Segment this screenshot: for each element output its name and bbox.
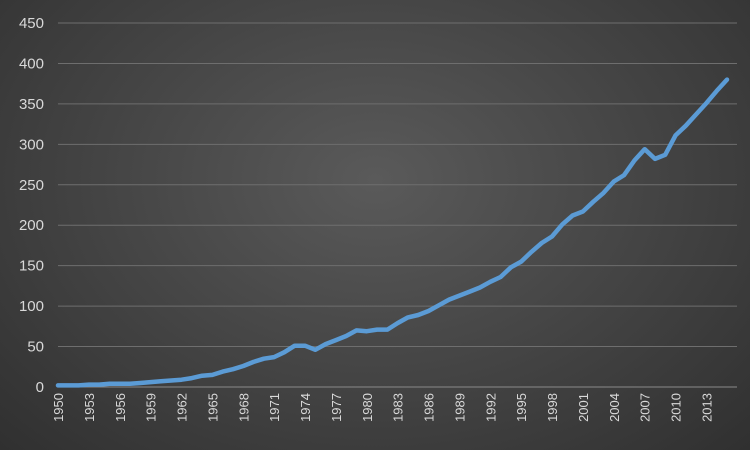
x-tick-label: 1968 — [236, 393, 251, 422]
x-tick-label: 1989 — [452, 393, 467, 422]
y-tick-label: 300 — [19, 136, 44, 153]
x-tick-label: 1956 — [113, 393, 128, 422]
series-group — [55, 77, 730, 388]
x-tick-label: 1992 — [483, 393, 498, 422]
x-tick-label: 1977 — [329, 393, 344, 422]
gridlines — [58, 22, 737, 388]
x-tick-label: 2010 — [669, 393, 684, 422]
y-axis-tick-labels: 0 50 100 150 200 250 300 350 400 450 — [19, 15, 44, 396]
y-tick-label: 350 — [19, 96, 44, 113]
x-tick-label: 1986 — [422, 393, 437, 422]
x-tick-label: 1953 — [82, 393, 97, 422]
y-tick-label: 400 — [19, 55, 44, 72]
y-tick-label: 200 — [19, 217, 44, 234]
x-tick-label: 2004 — [607, 393, 622, 422]
x-tick-label: 2007 — [638, 393, 653, 422]
x-tick-label: 1995 — [514, 393, 529, 422]
y-tick-label: 250 — [19, 177, 44, 194]
series-line — [55, 77, 730, 388]
x-tick-label: 1959 — [144, 393, 159, 422]
x-tick-label: 1983 — [391, 393, 406, 422]
x-tick-label: 1965 — [205, 393, 220, 422]
x-tick-label: 1998 — [545, 393, 560, 422]
y-tick-label: 100 — [19, 298, 44, 315]
x-tick-label: 1950 — [51, 393, 66, 422]
x-tick-label: 1974 — [298, 393, 313, 422]
x-tick-label: 1971 — [267, 393, 282, 422]
y-tick-label: 0 — [36, 379, 44, 396]
x-tick-label: 1980 — [360, 393, 375, 422]
y-tick-label: 150 — [19, 258, 44, 275]
y-tick-label: 450 — [19, 15, 44, 32]
x-axis-tick-labels: 1950 1953 1956 1959 1962 1965 1968 1971 1974 1977… — [51, 393, 714, 422]
x-tick-label: 2013 — [699, 393, 714, 422]
x-tick-label: 1962 — [175, 393, 190, 422]
x-tick-label: 2001 — [576, 393, 591, 422]
y-tick-label: 50 — [27, 339, 44, 356]
